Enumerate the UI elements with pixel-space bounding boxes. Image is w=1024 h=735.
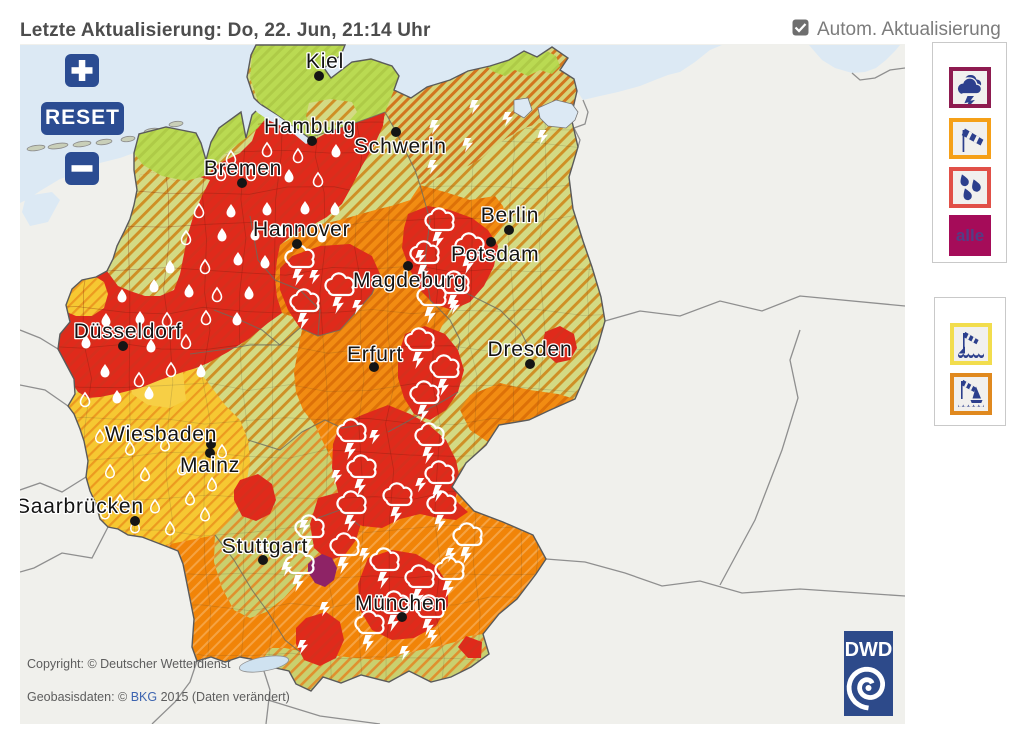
- svg-text:Stuttgart: Stuttgart: [222, 535, 309, 558]
- svg-text:Dresden: Dresden: [488, 338, 573, 361]
- svg-text:München: München: [355, 592, 447, 615]
- svg-text:Copyright: © Deutscher Wetterd: Copyright: © Deutscher Wetterdienst: [27, 657, 231, 671]
- svg-text:Bremen: Bremen: [204, 157, 282, 180]
- svg-text:Hannover: Hannover: [253, 218, 350, 241]
- svg-text:Wiesbaden: Wiesbaden: [105, 423, 217, 446]
- svg-text:Erfurt: Erfurt: [347, 343, 403, 366]
- svg-text:Mainz: Mainz: [180, 454, 240, 477]
- svg-text:Düsseldorf: Düsseldorf: [74, 320, 182, 343]
- svg-text:Hamburg: Hamburg: [264, 115, 356, 138]
- svg-text:Magdeburg: Magdeburg: [353, 269, 466, 292]
- svg-text:Geobasisdaten: © BKG 2015 (Dat: Geobasisdaten: © BKG 2015 (Daten verände…: [27, 690, 290, 704]
- svg-text:Potsdam: Potsdam: [451, 243, 539, 266]
- svg-text:Schwerin: Schwerin: [354, 135, 447, 158]
- svg-text:Saarbrücken: Saarbrücken: [20, 495, 144, 518]
- svg-text:Kiel: Kiel: [306, 50, 344, 73]
- svg-text:DWD: DWD: [845, 639, 893, 661]
- svg-text:Berlin: Berlin: [481, 204, 540, 227]
